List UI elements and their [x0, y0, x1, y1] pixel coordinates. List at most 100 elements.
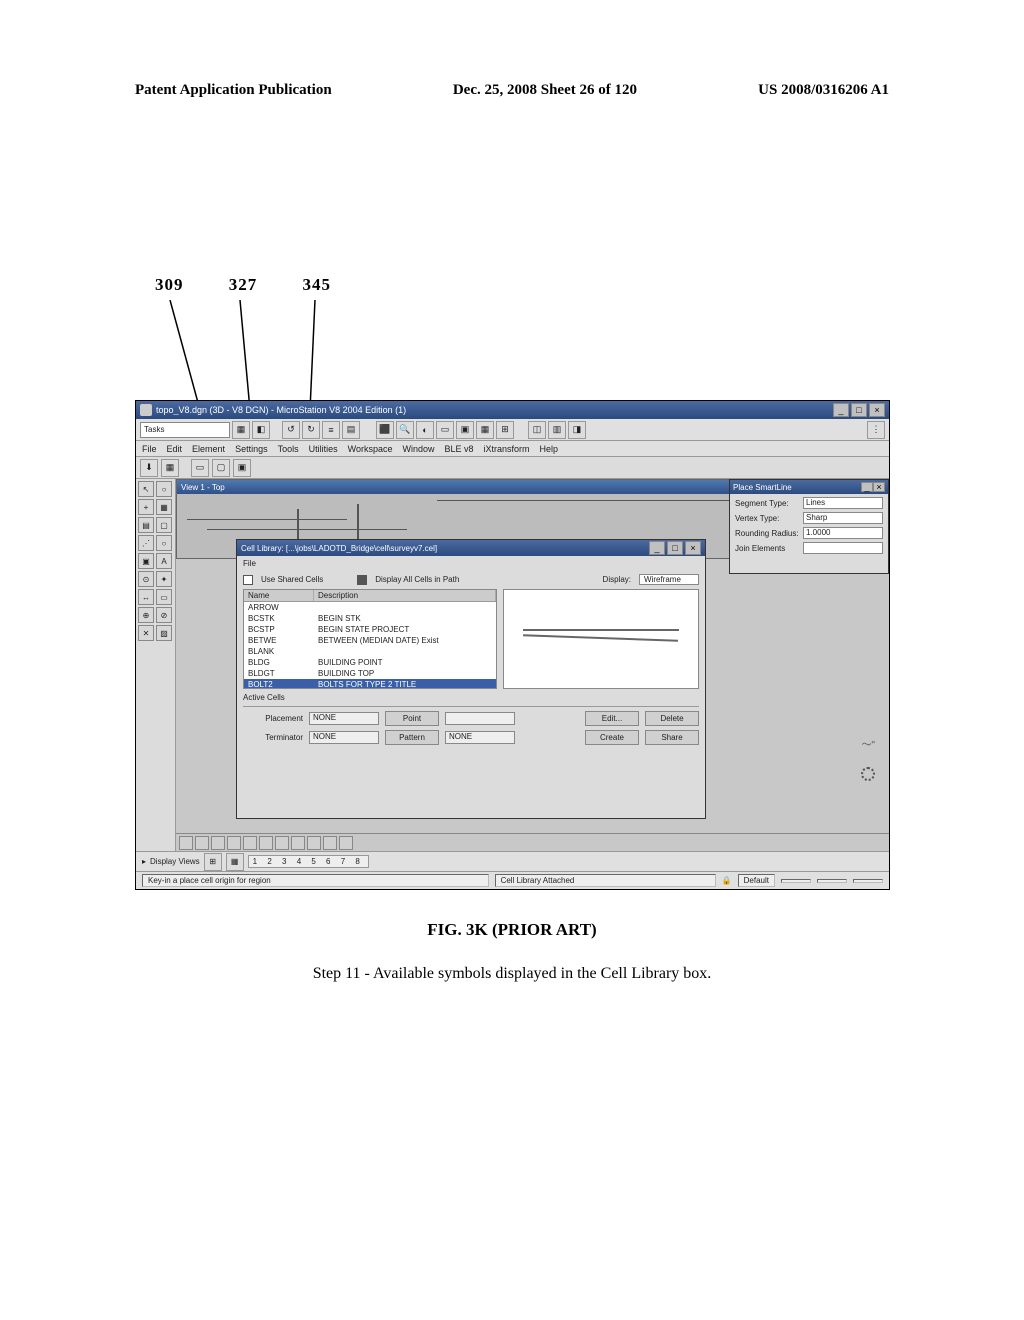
palette-button[interactable]: ⊙	[138, 571, 154, 587]
menu-tools[interactable]: Tools	[278, 444, 299, 454]
view-nav-button[interactable]	[307, 836, 321, 850]
cell-list-row[interactable]: BCSTPBEGIN STATE PROJECT	[244, 624, 496, 635]
close-button[interactable]: ×	[873, 482, 885, 492]
palette-button[interactable]: ▤	[138, 517, 154, 533]
menu-file[interactable]: File	[243, 559, 256, 568]
view-nav-button[interactable]	[323, 836, 337, 850]
palette-button[interactable]: ⋰	[138, 535, 154, 551]
tool-icon[interactable]: ⬛	[376, 421, 394, 439]
cell-list-row[interactable]: BOLT2BOLTS FOR TYPE 2 TITLE	[244, 679, 496, 689]
col-description[interactable]: Description	[314, 590, 496, 601]
tasks-dropdown[interactable]: Tasks	[140, 422, 230, 438]
menu-edit[interactable]: Edit	[167, 444, 183, 454]
menu-workspace[interactable]: Workspace	[348, 444, 393, 454]
display-all-checkbox[interactable]	[357, 575, 367, 585]
tool-icon[interactable]: ▣	[456, 421, 474, 439]
menu-file[interactable]: File	[142, 444, 157, 454]
close-button[interactable]: ×	[685, 541, 701, 555]
cell-list-row[interactable]: BETWEBETWEEN (MEDIAN DATE) Exist	[244, 635, 496, 646]
menu-blev8[interactable]: BLE v8	[445, 444, 474, 454]
tool-icon[interactable]: ◐	[416, 421, 434, 439]
view-nav-button[interactable]	[211, 836, 225, 850]
palette-button[interactable]: ↖	[138, 481, 154, 497]
cell-list-row[interactable]: BCSTKBEGIN STK	[244, 613, 496, 624]
view-nav-button[interactable]	[291, 836, 305, 850]
palette-button[interactable]: ▦	[156, 499, 172, 515]
view-nav-button[interactable]	[195, 836, 209, 850]
view-nav-button[interactable]	[259, 836, 273, 850]
tool-icon[interactable]: ↺	[282, 421, 300, 439]
tool-icon[interactable]: ▤	[342, 421, 360, 439]
cell-list-row[interactable]: BLDGBUILDING POINT	[244, 657, 496, 668]
col-name[interactable]: Name	[244, 590, 314, 601]
palette-button[interactable]: ✕	[138, 625, 154, 641]
view-numbers[interactable]: 1 2 3 4 5 6 7 8	[248, 855, 369, 868]
pattern-button[interactable]: Pattern	[385, 730, 439, 745]
tool-icon[interactable]: ▦	[161, 459, 179, 477]
status-cell-library: Cell Library Attached	[495, 874, 716, 887]
share-button[interactable]: Share	[645, 730, 699, 745]
tool-icon[interactable]: ⬇	[140, 459, 158, 477]
place-field[interactable]: Lines	[803, 497, 883, 509]
cell-list[interactable]: Name Description ARROWBCSTKBEGIN STKBCST…	[243, 589, 497, 689]
palette-button[interactable]: ▨	[156, 625, 172, 641]
tool-icon[interactable]: ▣	[233, 459, 251, 477]
cell-list-row[interactable]: BLDGTBUILDING TOP	[244, 668, 496, 679]
tool-icon[interactable]: ▦	[232, 421, 250, 439]
zoom-icon[interactable]: 🔍	[396, 421, 414, 439]
palette-button[interactable]: ▭	[156, 589, 172, 605]
menu-ixtransform[interactable]: iXtransform	[484, 444, 530, 454]
minimize-button[interactable]: _	[833, 403, 849, 417]
menu-settings[interactable]: Settings	[235, 444, 268, 454]
palette-button[interactable]: +	[138, 499, 154, 515]
menu-window[interactable]: Window	[402, 444, 434, 454]
palette-button[interactable]: ⊘	[156, 607, 172, 623]
palette-button[interactable]: ○	[156, 535, 172, 551]
place-field[interactable]: 1.0000	[803, 527, 883, 539]
tool-icon[interactable]: ↻	[302, 421, 320, 439]
tool-icon[interactable]: ◫	[528, 421, 546, 439]
palette-button[interactable]: ○	[156, 481, 172, 497]
palette-button[interactable]: ▢	[156, 517, 172, 533]
tool-icon[interactable]: ▦	[476, 421, 494, 439]
tool-icon[interactable]: ⊞	[496, 421, 514, 439]
minimize-button[interactable]: _	[649, 541, 665, 555]
create-button[interactable]: Create	[585, 730, 639, 745]
tool-icon[interactable]: ▢	[212, 459, 230, 477]
delete-button[interactable]: Delete	[645, 711, 699, 726]
view-nav-button[interactable]	[243, 836, 257, 850]
maximize-button[interactable]: □	[667, 541, 683, 555]
view-nav-button[interactable]	[227, 836, 241, 850]
tool-icon[interactable]: ◨	[568, 421, 586, 439]
menu-help[interactable]: Help	[540, 444, 559, 454]
tool-icon[interactable]: ▭	[436, 421, 454, 439]
palette-button[interactable]: ⊕	[138, 607, 154, 623]
tool-icon[interactable]: ⋮	[867, 421, 885, 439]
view-nav-button[interactable]	[275, 836, 289, 850]
tool-icon[interactable]: ▦	[226, 853, 244, 871]
minimize-button[interactable]: _	[861, 482, 873, 492]
cell-list-row[interactable]: ARROW	[244, 602, 496, 613]
place-field[interactable]	[803, 542, 883, 554]
palette-button[interactable]: ✦	[156, 571, 172, 587]
use-shared-checkbox[interactable]	[243, 575, 253, 585]
tool-icon[interactable]: ▭	[191, 459, 209, 477]
edit-button[interactable]: Edit...	[585, 711, 639, 726]
place-field[interactable]: Sharp	[803, 512, 883, 524]
point-button[interactable]: Point	[385, 711, 439, 726]
palette-button[interactable]: ↔	[138, 589, 154, 605]
view-nav-button[interactable]	[179, 836, 193, 850]
tool-icon[interactable]: ◧	[252, 421, 270, 439]
display-mode-select[interactable]: Wireframe	[639, 574, 699, 585]
cell-list-row[interactable]: BLANK	[244, 646, 496, 657]
tool-icon[interactable]: ≡	[322, 421, 340, 439]
palette-button[interactable]: ▣	[138, 553, 154, 569]
view-nav-button[interactable]	[339, 836, 353, 850]
maximize-button[interactable]: □	[851, 403, 867, 417]
tool-icon[interactable]: ⊞	[204, 853, 222, 871]
palette-button[interactable]: A	[156, 553, 172, 569]
menu-utilities[interactable]: Utilities	[309, 444, 338, 454]
tool-icon[interactable]: ▥	[548, 421, 566, 439]
close-button[interactable]: ×	[869, 403, 885, 417]
menu-element[interactable]: Element	[192, 444, 225, 454]
